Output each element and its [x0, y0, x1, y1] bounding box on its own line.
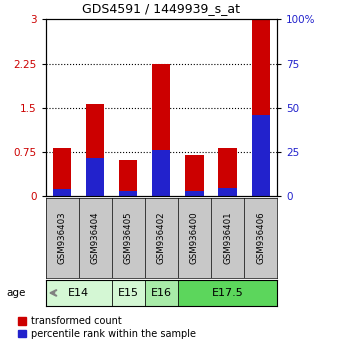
Bar [152, 150, 170, 196]
Text: GSM936404: GSM936404 [91, 212, 100, 264]
Bar [112, 280, 145, 306]
Bar [178, 280, 277, 306]
Bar [185, 191, 203, 196]
Text: E15: E15 [118, 288, 139, 298]
Bar [251, 115, 270, 196]
Bar [119, 191, 138, 196]
Text: E17.5: E17.5 [212, 288, 243, 298]
Text: GSM936403: GSM936403 [58, 212, 67, 264]
Title: GDS4591 / 1449939_s_at: GDS4591 / 1449939_s_at [82, 2, 240, 16]
Bar [53, 189, 71, 196]
Bar [251, 19, 270, 196]
Text: E16: E16 [151, 288, 172, 298]
Text: GSM936401: GSM936401 [223, 212, 232, 264]
Bar [152, 64, 170, 196]
Bar [86, 158, 104, 196]
Legend: transformed count, percentile rank within the sample: transformed count, percentile rank withi… [18, 316, 196, 339]
Bar [218, 148, 237, 196]
Bar [185, 155, 203, 196]
Bar [145, 280, 178, 306]
Bar [218, 188, 237, 196]
Text: GSM936406: GSM936406 [256, 212, 265, 264]
Bar [119, 160, 138, 196]
Text: GSM936400: GSM936400 [190, 212, 199, 264]
Text: age: age [7, 288, 26, 298]
Bar [46, 280, 112, 306]
Text: E14: E14 [68, 288, 89, 298]
Bar [53, 148, 71, 196]
Text: GSM936405: GSM936405 [124, 212, 133, 264]
Text: GSM936402: GSM936402 [157, 212, 166, 264]
Bar [86, 104, 104, 196]
